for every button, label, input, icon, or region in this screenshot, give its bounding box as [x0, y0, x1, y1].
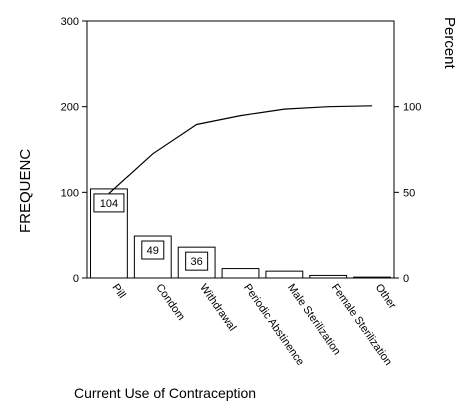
- category-label: Withdrawal: [197, 282, 238, 333]
- category-labels-group: Pill Condom Withdrawal Periodic AbstinenceM…: [109, 282, 398, 368]
- data-label: 36: [191, 256, 203, 268]
- x-axis-title: Current Use of Contraception: [74, 385, 256, 401]
- left-tick-label: 300: [61, 16, 79, 28]
- category-label: Condom: [153, 282, 187, 323]
- data-label: 49: [147, 245, 159, 257]
- y2-axis-title: Percent: [441, 17, 458, 70]
- data-label-box: [93, 193, 125, 213]
- right-tick-label: 50: [403, 187, 415, 199]
- data-label: 104: [100, 198, 118, 210]
- plot-area-border: [86, 20, 395, 279]
- bar-female-sterilization: [309, 274, 348, 279]
- cumulative-percent-line: [108, 105, 373, 194]
- left-tick-label: 200: [61, 102, 79, 114]
- left-tick-label: 0: [73, 273, 79, 285]
- bar-periodic-abstinence: [221, 268, 260, 279]
- y-axis-title: FREQUENC: [17, 149, 34, 233]
- data-label-box: [141, 240, 165, 260]
- left-tick-label: 100: [61, 187, 79, 199]
- data-label-box: [185, 251, 209, 271]
- plot-frame: [86, 20, 395, 279]
- data-labels-group: 104 49 36: [93, 193, 209, 271]
- left-axis: 0 100 200 300: [61, 16, 87, 285]
- bar-male-sterilization: [265, 270, 304, 279]
- category-label: Other: [373, 282, 399, 312]
- right-tick-label: 100: [403, 102, 421, 114]
- right-tick-label: 0: [403, 273, 409, 285]
- bars-group: [90, 188, 391, 279]
- right-axis: 0 50 100: [394, 102, 421, 285]
- category-label: Pill: [109, 282, 127, 301]
- cumulative-line-group: [108, 105, 373, 194]
- bar-other: [353, 276, 391, 279]
